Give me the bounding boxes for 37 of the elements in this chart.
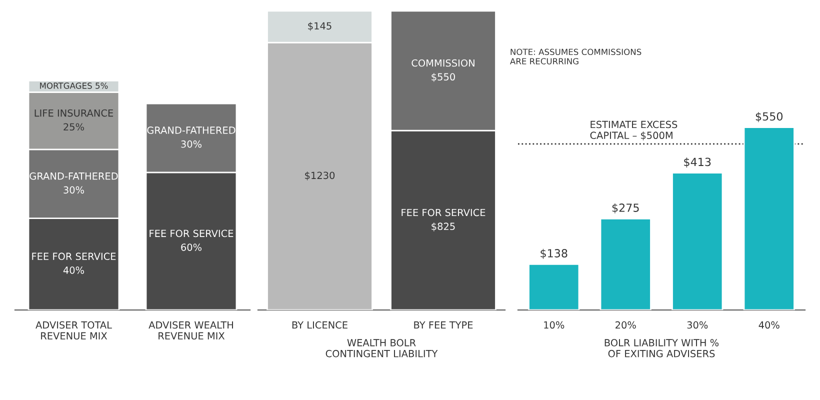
x-tick-label: 40% xyxy=(758,321,780,329)
data-label: $145 xyxy=(308,22,332,31)
text: FEE FOR SERVICE xyxy=(150,230,234,238)
data-label: $550 xyxy=(432,73,455,82)
x-tick-label: BY LICENCE xyxy=(292,321,348,329)
bar xyxy=(600,218,652,310)
x-tick-label: 20% xyxy=(616,321,636,329)
data-label: $138 xyxy=(540,248,568,259)
bar xyxy=(743,126,795,310)
x-axis-title: WEALTH BOLR CONTINGENT LIABILITY xyxy=(326,339,438,358)
bar xyxy=(672,172,724,310)
x-tick-label: ADVISER TOTAL REVENUE MIX xyxy=(36,321,112,340)
text: MORTGAGES 5% xyxy=(40,82,108,89)
x-tick-label: 10% xyxy=(544,321,564,329)
x-tick-label: 30% xyxy=(687,321,708,329)
series-label: LIFE INSURANCE xyxy=(34,109,114,117)
data-label: $1230 xyxy=(305,172,335,180)
x-tick-label: ADVISER WEALTH REVENUE MIX xyxy=(148,321,233,340)
data-label: 30% xyxy=(64,186,84,194)
data-label: 40% xyxy=(63,266,84,274)
data-label: 30% xyxy=(181,140,202,148)
series-label: GRAND-FATHERED xyxy=(30,172,118,180)
data-label: $413 xyxy=(684,158,711,168)
x-axis-title: BOLR LIABILITY WITH % OF EXITING ADVISERS xyxy=(604,339,719,358)
text: GRAND-FATHERED xyxy=(147,126,236,134)
text: NOTE: ASSUMES COMMISSIONS ARE RECURRING xyxy=(510,48,642,64)
data-label: $550 xyxy=(756,112,783,122)
series-label: FEE FOR SERVICE xyxy=(402,208,486,216)
data-label: 25% xyxy=(64,123,84,131)
data-label: $275 xyxy=(612,203,639,214)
data-label: 60% xyxy=(181,244,202,251)
ref-line-label: ESTIMATE EXCESS CAPITAL – $500M xyxy=(590,120,678,140)
series-label: FEE FOR SERVICE xyxy=(32,252,116,260)
x-tick-label: BY FEE TYPE xyxy=(414,321,473,328)
series-label: COMMISSION xyxy=(412,59,474,67)
bar xyxy=(528,263,580,310)
data-label: $825 xyxy=(432,222,455,232)
